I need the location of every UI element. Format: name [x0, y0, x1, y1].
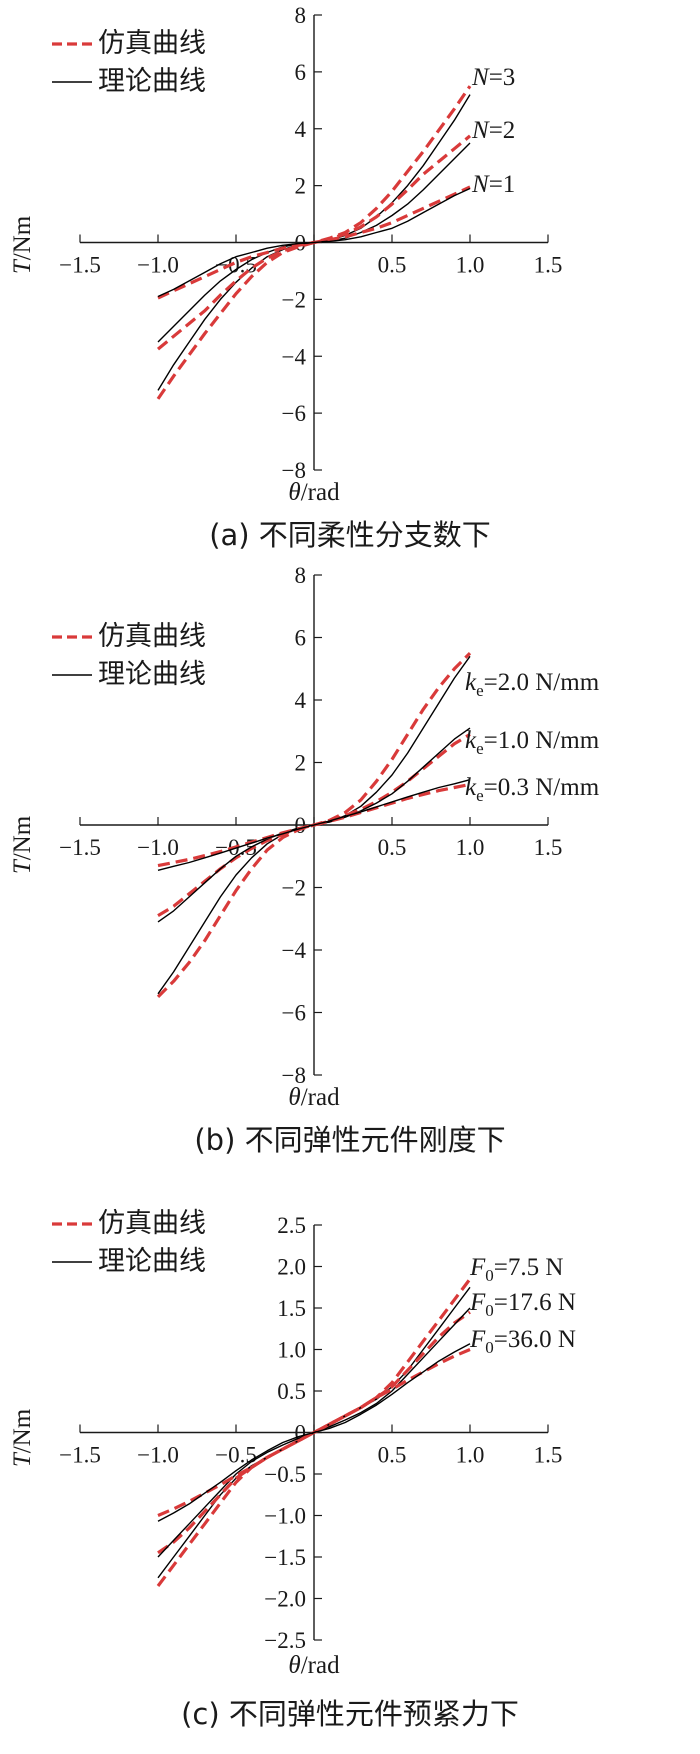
y-tick-label: 6 [295, 60, 307, 85]
x-tick-label: 1.0 [456, 1443, 485, 1468]
y-tick-label: 0 [295, 1421, 307, 1446]
panel-caption: (c) 不同弹性元件预紧力下 [181, 1697, 519, 1731]
curve-label-text: F0=36.0 N [469, 1326, 576, 1357]
y-tick-label: 4 [295, 688, 307, 713]
legend-label: 理论曲线 [98, 66, 206, 97]
chart-panel-b: −1.5 −1.0 −0.5 0.5 1.0 1.5−8−6−4−202468θ/radT… [9, 563, 600, 1157]
y-tick-label: −0.5 [264, 1462, 306, 1487]
x-axis-label: θ/rad [288, 1084, 340, 1111]
y-tick-label: 8 [295, 563, 307, 588]
legend-label: 仿真曲线 [98, 621, 206, 652]
x-tick-label: −1.5 [59, 835, 101, 860]
y-tick-label: 8 [295, 3, 307, 28]
y-tick-label: 0 [295, 813, 307, 838]
y-tick-label: 2 [295, 174, 307, 199]
y-tick-label: −8 [282, 458, 306, 483]
y-tick-label: 4 [295, 117, 307, 142]
x-axis-label: θ/rad [288, 479, 340, 506]
y-tick-label: −4 [282, 938, 307, 963]
curve-label-text: N=1 [471, 171, 515, 198]
y-axis-label: T/Nm [9, 815, 36, 874]
curve-label-text: ke=1.0 N/mm [465, 727, 600, 758]
y-tick-label: −2 [282, 287, 306, 312]
curve-label-text: ke=0.3 N/mm [465, 774, 600, 805]
y-tick-label: 0.5 [277, 1379, 306, 1404]
curve-label-text: F0=7.5 N [469, 1254, 563, 1285]
y-tick-label: 2.0 [277, 1255, 306, 1280]
y-tick-label: −8 [282, 1063, 306, 1088]
legend-label: 仿真曲线 [98, 28, 206, 59]
y-tick-label: −2 [282, 876, 306, 901]
x-tick-label: −1.5 [59, 253, 101, 278]
x-tick-label: 1.0 [456, 253, 485, 278]
curve-label-text: N=3 [471, 64, 515, 91]
x-tick-label: 0.5 [378, 835, 407, 860]
panel-caption: (a) 不同柔性分支数下 [209, 518, 491, 552]
x-tick-label: −0.5 [215, 1443, 257, 1468]
x-tick-label: 0.5 [378, 1443, 407, 1468]
legend-label: 理论曲线 [98, 1246, 206, 1277]
y-tick-label: −6 [282, 1001, 306, 1026]
y-axis-label: T/Nm [9, 1408, 36, 1467]
y-tick-label: −2.5 [264, 1628, 306, 1653]
x-tick-label: 1.5 [534, 253, 563, 278]
y-axis-label: T/Nm [9, 215, 36, 274]
y-tick-label: −6 [282, 401, 306, 426]
y-tick-label: −4 [282, 344, 307, 369]
x-tick-label: 1.5 [534, 1443, 563, 1468]
y-tick-label: −1.5 [264, 1545, 306, 1570]
legend-label: 仿真曲线 [98, 1208, 206, 1239]
x-tick-label: 0.5 [378, 253, 407, 278]
curve-label-text: F0=17.6 N [469, 1289, 576, 1320]
y-tick-label: −2.0 [264, 1587, 306, 1612]
chart-panel-a: −1.5 −1.0 −0.5 0.5 1.0 1.5−8−6−4−202468θ/radT… [9, 3, 562, 552]
x-axis-label: θ/rad [288, 1652, 340, 1679]
theory-curve [157, 1343, 471, 1522]
y-tick-label: 1.0 [277, 1338, 306, 1363]
panel-caption: (b) 不同弹性元件刚度下 [194, 1123, 505, 1157]
curve-label-text: ke=2.0 N/mm [465, 669, 600, 700]
x-tick-label: −1.5 [59, 1443, 101, 1468]
y-tick-label: 2 [295, 751, 307, 776]
y-tick-label: 1.5 [277, 1296, 306, 1321]
y-tick-label: −1.0 [264, 1504, 306, 1529]
theory-curve [157, 779, 471, 871]
x-tick-label: −1.0 [137, 253, 179, 278]
x-tick-label: −1.0 [137, 1443, 179, 1468]
y-tick-label: 6 [295, 626, 307, 651]
chart-panel-c: −1.5 −1.0 −0.5 0.5 1.0 1.5 −2.5 −2.0 −1.5 −1.0 −0.… [9, 1208, 576, 1731]
legend-label: 理论曲线 [98, 659, 206, 690]
x-tick-label: 1.5 [534, 835, 563, 860]
x-tick-label: −1.0 [137, 835, 179, 860]
curve-label-text: N=2 [471, 117, 515, 144]
x-tick-label: 1.0 [456, 835, 485, 860]
theory-curve [157, 187, 471, 298]
y-tick-label: 2.5 [277, 1213, 306, 1238]
